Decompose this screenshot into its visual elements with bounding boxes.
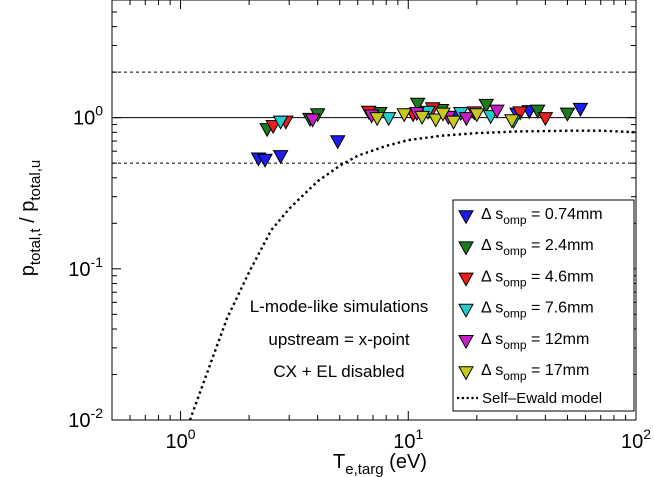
x-axis-label: Te,targ (eV) [333,451,427,477]
legend: Δ somp = 0.74mm Δ somp = 2.4mm Δ somp = 4.… [452,199,635,412]
legend-marker-2 [458,272,474,287]
data-point-s4-0 [304,113,321,128]
data-point-s5-6 [468,108,485,123]
data-point-s5-5 [445,115,462,130]
data-point-s5-3 [427,113,444,128]
legend-box [452,199,635,412]
points-layer [250,97,589,168]
x-tick-label: 101 [393,426,423,453]
x-tick-label: 102 [621,426,651,453]
legend-label-2: Δ somp = 4.6mm [481,268,594,289]
data-point-s5-2 [414,110,430,125]
data-point-s0-3 [329,135,346,150]
data-point-s0-7 [572,102,589,117]
ticks-layer: 100 101 102 10-2 10-1 100 [68,0,651,453]
x-tick-label: 100 [166,426,196,453]
data-point-s1-8 [559,107,576,122]
data-point-s3-1 [380,112,397,127]
data-point-s5-0 [369,112,386,127]
y-tick-label: 10-2 [68,405,103,432]
model-curve [188,129,637,421]
legend-marker-3 [458,303,474,318]
legend-model-label: Self–Ewald model [482,390,602,407]
legend-label-4: Δ somp = 12mm [481,331,589,352]
legend-marker-1 [458,241,474,256]
annotation: L-mode-like simulations upstream = x-poin… [250,297,429,381]
data-point-s0-1 [257,153,273,168]
axis-labels: Te,targ (eV) ptotal,t / ptotal,u [17,160,427,477]
data-point-s3-0 [272,115,289,130]
data-point-s5-7 [504,114,520,129]
legend-marker-4 [458,335,474,350]
data-point-s4-4 [458,112,475,127]
data-point-s2-6 [512,106,529,121]
data-point-s2-7 [537,112,554,127]
data-point-s4-5 [489,104,505,119]
data-point-s1-4 [409,97,426,112]
data-point-s3-4 [482,110,499,125]
legend-label-0: Δ somp = 0.74mm [481,206,603,227]
annotation-line-3: CX + EL disabled [273,362,404,381]
legend-marker-0 [458,210,474,225]
annotation-line-1: L-mode-like simulations [250,297,429,316]
data-point-s0-2 [272,150,289,165]
legend-label-5: Δ somp = 17mm [481,362,589,383]
y-axis-label: ptotal,t / ptotal,u [17,160,44,276]
model-layer [188,129,637,421]
legend-label-3: Δ somp = 7.6mm [481,300,594,321]
legend-marker-5 [458,366,474,381]
data-point-s2-0 [265,119,281,135]
data-point-s5-1 [396,108,413,123]
y-tick-label: 100 [73,103,103,130]
data-point-s1-7 [529,104,546,119]
annotation-line-2: upstream = x-point [268,330,410,349]
data-point-s5-4 [435,107,451,122]
legend-label-1: Δ somp = 2.4mm [481,237,594,258]
y-tick-label: 10-1 [68,254,103,281]
